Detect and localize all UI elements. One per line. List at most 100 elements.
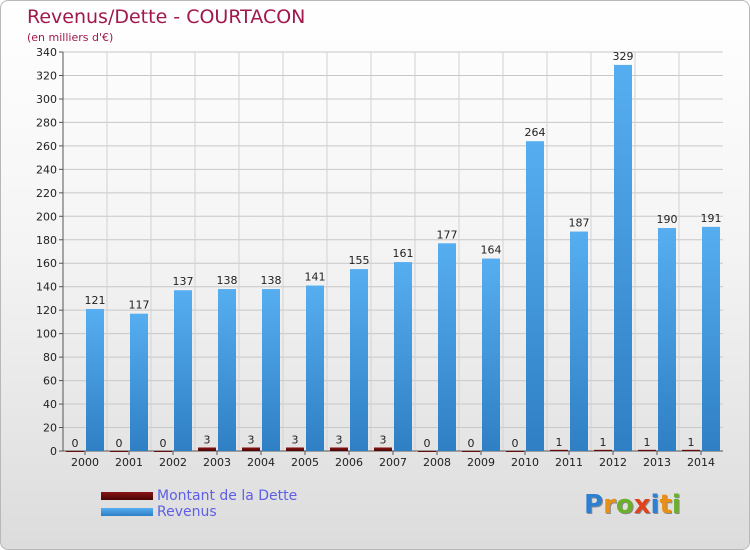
data-label-dette: 3 [248, 433, 255, 446]
data-label-revenus: 121 [85, 294, 106, 307]
logo-letter: i [650, 490, 660, 520]
bar-revenus [174, 290, 192, 451]
x-tick-label: 2004 [247, 456, 275, 469]
y-tick-label: 220 [36, 187, 57, 200]
bars [66, 64, 720, 452]
logo-letter: i [671, 490, 681, 520]
x-tick-label: 2006 [335, 456, 363, 469]
legend: Montant de la Dette Revenus [101, 488, 297, 520]
bar-revenus [218, 289, 236, 451]
x-tick-label: 2001 [115, 456, 143, 469]
data-label-revenus: 138 [261, 274, 282, 287]
y-tick-label: 180 [36, 234, 57, 247]
data-label-revenus: 138 [217, 274, 238, 287]
y-tick-label: 280 [36, 116, 57, 129]
data-label-dette: 0 [116, 437, 123, 450]
x-tick-label: 2010 [511, 456, 539, 469]
x-tick-label: 2009 [467, 456, 495, 469]
legend-item-dette: Montant de la Dette [101, 488, 297, 504]
data-label-revenus: 164 [481, 244, 502, 257]
data-labels: 0 121 0 117 0 137 3 138 3 138 3 141 3 155 3 161 0 177 0 164… [72, 50, 722, 450]
data-label-dette: 3 [292, 433, 299, 446]
legend-swatch-dette [101, 492, 153, 500]
bar-dette [462, 451, 480, 452]
bar-dette [418, 451, 436, 452]
bar-revenus [526, 141, 544, 451]
bar-dette [66, 451, 84, 452]
y-tick-label: 80 [43, 351, 57, 364]
data-label-dette: 0 [160, 437, 167, 450]
y-tick-label: 120 [36, 304, 57, 317]
data-label-dette: 0 [468, 437, 475, 450]
chart-title: Revenus/Dette - COURTACON [27, 6, 306, 28]
x-tick-label: 2005 [291, 456, 319, 469]
legend-item-revenus: Revenus [101, 504, 297, 520]
bar-revenus [702, 226, 720, 451]
x-tick-label: 2002 [159, 456, 187, 469]
bar-dette [506, 451, 524, 452]
data-label-dette: 0 [424, 437, 431, 450]
legend-swatch-revenus [101, 508, 153, 516]
bar-revenus [130, 313, 148, 451]
bar-dette [594, 449, 612, 451]
x-tick-label: 2012 [599, 456, 627, 469]
bar-dette [242, 447, 260, 451]
y-tick-label: 0 [50, 445, 57, 458]
data-label-dette: 1 [600, 436, 607, 449]
y-tick-label: 200 [36, 210, 57, 223]
bar-revenus [658, 228, 676, 451]
logo-letter: o [615, 490, 634, 520]
x-tick-label: 2014 [687, 456, 715, 469]
x-tick-label: 2008 [423, 456, 451, 469]
legend-label-revenus: Revenus [157, 504, 217, 520]
grid-lines [63, 51, 723, 451]
data-label-dette: 3 [336, 433, 343, 446]
data-label-dette: 0 [72, 437, 79, 450]
y-tick-label: 240 [36, 163, 57, 176]
logo-letter: r [603, 490, 616, 520]
chart-subtitle: (en milliers d'€) [27, 31, 114, 44]
x-tick-label: 2011 [555, 456, 583, 469]
y-tick-label: 40 [43, 398, 57, 411]
data-label-revenus: 161 [393, 247, 414, 260]
y-tick-label: 160 [36, 257, 57, 270]
bar-dette [550, 449, 568, 451]
data-label-revenus: 155 [349, 254, 370, 267]
legend-label-dette: Montant de la Dette [157, 488, 298, 504]
data-label-revenus: 141 [305, 271, 326, 284]
data-label-dette: 1 [556, 436, 563, 449]
bar-dette [638, 449, 656, 451]
y-tick-label: 320 [36, 69, 57, 82]
data-label-revenus: 117 [129, 299, 150, 312]
bar-dette [154, 451, 172, 452]
data-label-revenus: 187 [569, 217, 590, 230]
data-label-dette: 1 [688, 436, 695, 449]
x-tick-label: 2007 [379, 456, 407, 469]
y-tick-label: 300 [36, 93, 57, 106]
bar-revenus [482, 258, 500, 451]
bar-revenus [350, 269, 368, 451]
data-label-dette: 3 [204, 433, 211, 446]
y-tick-label: 260 [36, 140, 57, 153]
data-label-revenus: 177 [437, 228, 458, 241]
data-label-dette: 0 [512, 437, 519, 450]
bar-revenus [438, 243, 456, 451]
proxiti-logo: Proxiti [584, 490, 681, 520]
x-tick-label: 2000 [71, 456, 99, 469]
bar-dette [110, 451, 128, 452]
bar-revenus [614, 64, 632, 452]
y-tick-label: 100 [36, 328, 57, 341]
data-label-dette: 1 [644, 436, 651, 449]
bar-dette [374, 447, 392, 451]
data-label-revenus: 329 [613, 50, 634, 63]
y-tick-label: 20 [43, 422, 57, 435]
bar-revenus [262, 289, 280, 451]
bar-dette [286, 447, 304, 451]
data-label-revenus: 137 [173, 275, 194, 288]
logo-letter: x [633, 490, 651, 520]
y-tick-label: 340 [36, 46, 57, 59]
bar-revenus [306, 285, 324, 451]
y-tick-label: 60 [43, 375, 57, 388]
